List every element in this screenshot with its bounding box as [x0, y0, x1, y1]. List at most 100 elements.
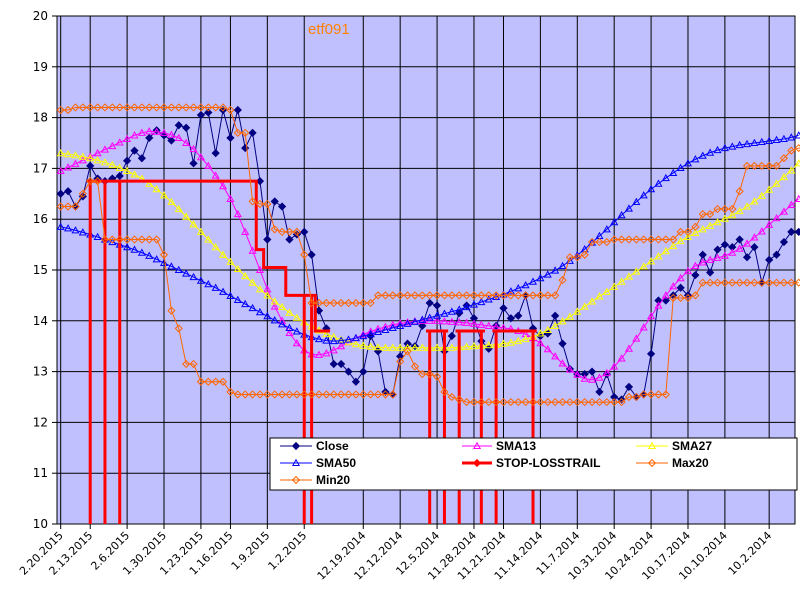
- legend-label: Max20: [672, 456, 709, 470]
- data-point-sma50: [602, 225, 611, 233]
- y-tick-label: 13: [33, 365, 48, 379]
- data-point-max20: [108, 103, 117, 112]
- data-point-sma27: [647, 257, 656, 265]
- data-point-sma13: [676, 273, 685, 282]
- series-max20: [56, 103, 800, 308]
- data-point-max20: [706, 210, 715, 219]
- data-point-sma13: [219, 181, 228, 190]
- data-point-sma13: [669, 282, 678, 290]
- data-point-sma50: [691, 155, 700, 163]
- data-point-sma27: [521, 334, 530, 343]
- data-point-sma50: [182, 269, 191, 277]
- data-point-min20: [610, 397, 619, 407]
- legend-entry-stop-losstrail: STOP-LOSSTRAIL: [462, 456, 600, 470]
- data-point-sma27: [388, 343, 397, 351]
- data-point-max20: [587, 237, 597, 247]
- data-point-sma50: [728, 142, 737, 150]
- data-point-sma27: [226, 257, 235, 265]
- data-point-close: [683, 291, 693, 300]
- data-point-min20: [551, 397, 560, 407]
- data-point-max20: [78, 103, 87, 112]
- data-point-min20: [189, 359, 198, 369]
- data-point-sma50: [536, 273, 545, 282]
- data-point-sma50: [248, 303, 257, 312]
- data-point-min20: [123, 235, 132, 244]
- data-point-max20: [241, 128, 250, 137]
- data-point-max20: [300, 250, 309, 259]
- data-point-max20: [123, 103, 132, 112]
- data-point-sma50: [174, 265, 183, 274]
- data-point-sma13: [558, 359, 567, 367]
- data-point-max20: [565, 253, 575, 262]
- data-point-sma27: [359, 341, 368, 349]
- data-point-min20: [624, 392, 634, 402]
- data-point-sma13: [64, 163, 73, 171]
- data-point-sma27: [263, 291, 272, 299]
- data-point-max20: [543, 291, 552, 300]
- data-point-sma13: [573, 370, 582, 378]
- data-point-sma27: [484, 340, 493, 349]
- data-point-max20: [322, 298, 331, 308]
- data-point-max20: [728, 204, 737, 214]
- data-point-sma27: [683, 232, 693, 241]
- data-point-sma50: [610, 218, 619, 226]
- data-point-max20: [270, 225, 279, 234]
- data-point-min20: [182, 359, 191, 369]
- data-point-max20: [211, 103, 220, 112]
- data-point-min20: [742, 278, 752, 287]
- data-point-max20: [233, 128, 242, 137]
- data-point-sma13: [115, 138, 124, 146]
- data-point-close: [189, 159, 198, 168]
- data-point-sma27: [713, 218, 722, 226]
- data-point-sma13: [683, 266, 693, 275]
- data-point-max20: [337, 298, 346, 308]
- data-point-min20: [233, 390, 242, 399]
- data-point-min20: [211, 377, 220, 386]
- data-point-sma27: [270, 297, 279, 305]
- data-point-sma50: [506, 287, 515, 295]
- data-point-min20: [787, 278, 796, 287]
- data-point-sma13: [772, 213, 781, 222]
- data-point-sma50: [477, 297, 486, 306]
- data-point-sma50: [720, 143, 729, 152]
- data-point-min20: [506, 397, 515, 407]
- data-point-min20: [218, 377, 228, 386]
- legend-label: STOP-LOSSTRAIL: [496, 456, 600, 470]
- data-point-min20: [388, 390, 397, 399]
- data-point-sma13: [735, 244, 744, 252]
- data-point-sma50: [484, 295, 493, 303]
- data-point-max20: [218, 103, 228, 112]
- data-point-sma27: [462, 342, 471, 350]
- legend-entry-max20: Max20: [636, 456, 709, 470]
- data-point-min20: [661, 390, 670, 399]
- data-point-sma13: [152, 127, 161, 135]
- data-point-max20: [447, 291, 456, 300]
- data-point-sma50: [359, 331, 368, 340]
- data-point-min20: [100, 235, 110, 244]
- data-point-sma27: [255, 285, 264, 293]
- data-point-sma50: [123, 242, 132, 251]
- data-point-sma50: [145, 251, 154, 259]
- data-point-close: [145, 133, 154, 143]
- data-point-close: [447, 331, 456, 341]
- data-point-sma50: [329, 336, 338, 345]
- data-point-sma13: [182, 138, 191, 147]
- data-point-min20: [152, 235, 161, 244]
- data-point-sma13: [123, 134, 132, 142]
- data-point-sma13: [750, 233, 759, 241]
- data-point-max20: [432, 291, 442, 300]
- data-point-close: [196, 110, 206, 120]
- data-point-max20: [292, 227, 301, 237]
- data-point-sma27: [698, 225, 707, 233]
- data-point-max20: [757, 161, 766, 170]
- data-point-close: [130, 146, 139, 155]
- data-point-sma13: [145, 127, 154, 135]
- data-point-sma13: [698, 258, 707, 266]
- data-point-max20: [137, 103, 146, 112]
- data-point-sma27: [152, 184, 161, 193]
- data-point-sma50: [447, 307, 456, 315]
- data-point-max20: [661, 235, 670, 244]
- data-point-min20: [528, 397, 538, 407]
- data-point-min20: [344, 390, 353, 399]
- data-point-sma50: [388, 323, 397, 331]
